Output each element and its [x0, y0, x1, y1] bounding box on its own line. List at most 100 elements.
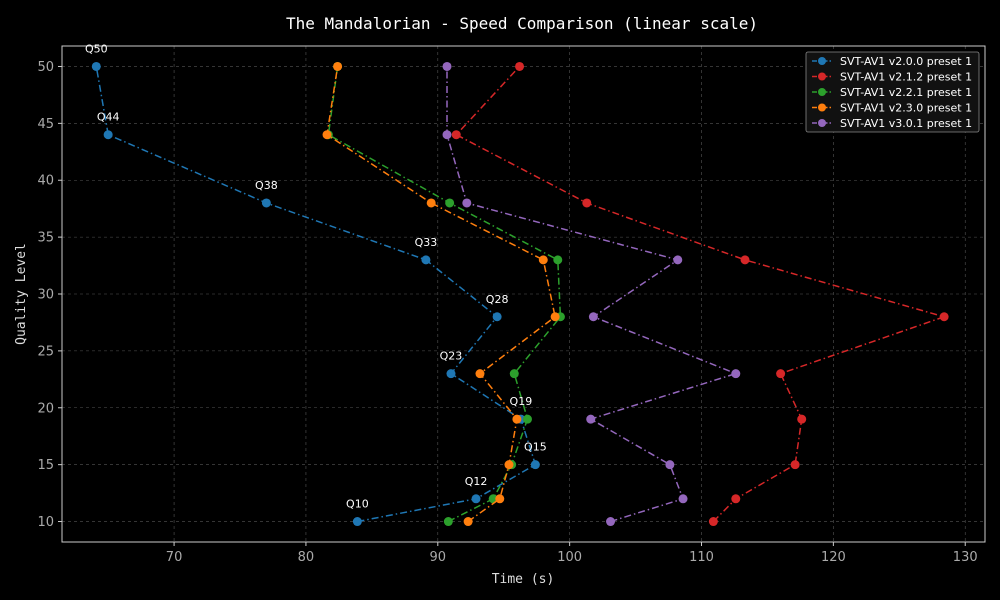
data-point	[708, 517, 718, 527]
data-point	[495, 494, 505, 504]
data-point	[426, 198, 436, 208]
data-point	[731, 494, 741, 504]
legend-swatch-marker	[818, 57, 826, 65]
data-point	[550, 312, 560, 322]
data-point	[588, 312, 598, 322]
data-point	[586, 414, 596, 424]
quality-label: Q15	[524, 441, 547, 454]
data-point	[492, 312, 502, 322]
data-point	[665, 460, 675, 470]
legend-swatch-marker	[818, 88, 826, 96]
data-point	[333, 61, 343, 71]
quality-label: Q12	[465, 475, 488, 488]
series-line	[455, 65, 947, 523]
x-tick-label: 80	[298, 550, 315, 565]
quality-label: Q10	[346, 498, 369, 511]
data-point	[471, 494, 481, 504]
data-point	[522, 414, 532, 424]
data-point	[442, 61, 452, 71]
legend-box	[805, 51, 980, 133]
y-tick-label: 20	[37, 401, 54, 416]
data-point	[606, 517, 616, 527]
legend-entry: SVT-AV1 v2.0.0 preset 1	[812, 55, 972, 68]
data-point	[509, 369, 519, 379]
quality-labels: Q10 Q12 Q15 Q19 Q23 Q28 Q33 Q38 Q44 Q50	[85, 42, 547, 510]
data-point	[322, 130, 332, 140]
legend-entry: SVT-AV1 v2.1.2 preset 1	[812, 71, 972, 84]
data-point	[776, 369, 786, 379]
data-point	[582, 198, 592, 208]
data-point	[790, 460, 800, 470]
data-point	[939, 312, 949, 322]
quality-label: Q44	[97, 111, 120, 124]
data-point	[446, 369, 456, 379]
data-point	[673, 255, 683, 265]
legend-entry: SVT-AV1 v3.0.1 preset 1	[812, 117, 972, 130]
series-1	[91, 61, 540, 527]
y-tick-label: 30	[37, 288, 54, 303]
x-tick-label: 110	[689, 550, 714, 565]
legend-entry: SVT-AV1 v2.3.0 preset 1	[812, 102, 972, 115]
legend-entry: SVT-AV1 v2.2.1 preset 1	[812, 86, 972, 99]
data-point	[421, 255, 431, 265]
data-point	[261, 198, 271, 208]
series-4	[322, 61, 560, 527]
quality-label: Q23	[440, 350, 463, 363]
data-point	[553, 255, 563, 265]
series-layer	[91, 61, 949, 527]
x-tick-label: 130	[953, 550, 978, 565]
data-point	[443, 517, 453, 527]
y-tick-label: 15	[37, 458, 54, 473]
y-axis-label: Quality Level	[14, 243, 29, 345]
data-point	[462, 198, 472, 208]
chart-title: The Mandalorian - Speed Comparison (line…	[286, 14, 758, 33]
series-2	[451, 61, 949, 527]
y-axis: 10 15 20 25 30 35 40 45 50	[37, 60, 62, 530]
data-point	[475, 369, 485, 379]
x-axis: 70 80 90 100 110 120 130	[166, 542, 978, 565]
legend-label: SVT-AV1 v2.0.0 preset 1	[840, 55, 972, 68]
legend-label: SVT-AV1 v3.0.1 preset 1	[840, 117, 972, 130]
data-point	[512, 414, 522, 424]
y-tick-label: 40	[37, 174, 54, 189]
quality-label: Q19	[510, 395, 533, 408]
y-tick-label: 50	[37, 60, 54, 75]
legend: SVT-AV1 v2.0.0 preset 1 SVT-AV1 v2.1.2 pr…	[805, 51, 980, 133]
y-tick-label: 10	[37, 515, 54, 530]
data-point	[515, 61, 525, 71]
data-point	[352, 517, 362, 527]
y-tick-label: 45	[37, 117, 54, 132]
data-point	[442, 130, 452, 140]
x-tick-label: 90	[430, 550, 447, 565]
x-axis-label: Time (s)	[492, 572, 555, 587]
data-point	[91, 61, 101, 71]
quality-label: Q38	[255, 179, 278, 192]
series-line	[95, 66, 537, 523]
data-point	[530, 460, 540, 470]
legend-swatch-marker	[818, 72, 826, 81]
x-tick-label: 70	[166, 550, 183, 565]
y-tick-label: 35	[37, 231, 54, 246]
quality-label: Q50	[85, 42, 108, 55]
y-tick-label: 25	[37, 344, 54, 359]
data-point	[797, 414, 807, 424]
legend-swatch-marker	[818, 119, 826, 127]
quality-label: Q33	[415, 236, 438, 249]
series-line	[327, 66, 562, 523]
series-5	[442, 61, 741, 527]
data-point	[538, 255, 548, 265]
data-point	[740, 255, 750, 265]
data-point	[504, 460, 514, 470]
legend-label: SVT-AV1 v2.3.0 preset 1	[840, 102, 972, 115]
x-tick-label: 100	[557, 550, 582, 565]
data-point	[103, 130, 113, 140]
data-point	[463, 517, 473, 527]
x-tick-label: 120	[821, 550, 846, 565]
legend-label: SVT-AV1 v2.1.2 preset 1	[840, 71, 972, 84]
data-point	[445, 198, 455, 208]
legend-label: SVT-AV1 v2.2.1 preset 1	[840, 86, 972, 99]
data-point	[678, 494, 688, 504]
quality-label: Q28	[486, 293, 509, 306]
data-point	[451, 130, 461, 140]
